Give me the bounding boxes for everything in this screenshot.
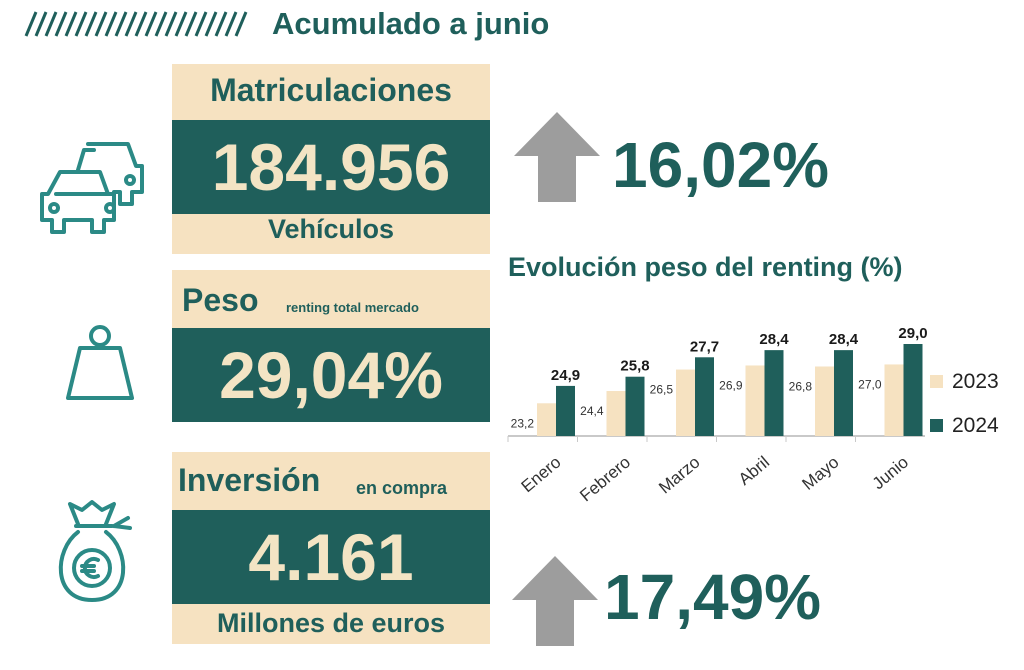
- inversion-label: Inversión: [178, 462, 321, 498]
- data-label-2023: 26,9: [719, 378, 743, 392]
- x-tick-label: Abril: [735, 453, 773, 489]
- peso-card: Peso renting total mercado 29,04%: [172, 270, 490, 422]
- matriculaciones-unit: Vehículos: [267, 214, 395, 244]
- x-tick-label: Mayo: [799, 453, 843, 494]
- peso-value: 29,04%: [172, 328, 490, 422]
- data-label-2024: 24,9: [551, 367, 580, 384]
- bar-2024: [695, 357, 714, 436]
- inversion-card: Inversión en compra 4.161 Millones de eu…: [172, 452, 490, 644]
- matriculaciones-value: 184.956: [172, 120, 490, 214]
- bar-2023: [606, 391, 626, 436]
- data-label-2024: 28,4: [829, 331, 859, 348]
- legend-swatch-2023: [930, 375, 943, 388]
- bar-2024: [625, 376, 645, 436]
- bar-2024: [556, 385, 575, 436]
- bar-2023: [815, 366, 834, 436]
- legend-label-2024: 2024: [952, 414, 999, 437]
- header-hatch-decoration: [24, 11, 248, 37]
- matriculaciones-change: 16,02%: [612, 129, 830, 201]
- matriculaciones-card: Matriculaciones 184.956 Vehículos: [172, 64, 490, 254]
- data-label-2023: 24,4: [580, 404, 604, 418]
- bar-2024: [764, 350, 784, 436]
- data-label-2023: 26,5: [650, 383, 674, 397]
- bar-2024: [834, 350, 853, 436]
- bar-2023: [537, 403, 556, 436]
- legend-swatch-2024: [930, 419, 943, 432]
- cars-icon: [40, 142, 144, 234]
- x-tick-label: Marzo: [655, 453, 703, 498]
- bar-2024: [903, 344, 923, 436]
- weight-icon: [66, 325, 134, 400]
- arrow-up-icon: [514, 112, 600, 202]
- data-label-2024: 27,7: [690, 338, 719, 355]
- bar-2023: [884, 364, 904, 436]
- data-label-2023: 23,2: [511, 416, 535, 430]
- legend-label-2023: 2023: [952, 370, 999, 393]
- bar-2023: [745, 365, 765, 436]
- inversion-value: 4.161: [172, 510, 490, 604]
- inversion-unit: Millones de euros: [216, 608, 446, 638]
- peso-sublabel: renting total mercado: [286, 300, 419, 315]
- chart-title: Evolución peso del renting (%): [508, 252, 903, 282]
- inversion-change: 17,49%: [604, 561, 822, 633]
- arrow-up-icon: [512, 556, 598, 646]
- data-label-2024: 25,8: [620, 358, 649, 375]
- x-tick-label: Febrero: [576, 453, 634, 506]
- data-label-2024: 29,0: [898, 325, 927, 342]
- page-title: Acumulado a junio: [272, 6, 550, 41]
- money-bag-euro-icon: [58, 500, 132, 602]
- peso-label: Peso: [182, 282, 259, 318]
- bar-chart: 23,2 24,9 Enero 24,4 25,8 Febrero 26,5 27,7 Marz…: [507, 325, 999, 506]
- data-label-2023: 27,0: [858, 377, 882, 391]
- x-tick-label: Junio: [869, 453, 912, 494]
- inversion-sublabel: en compra: [356, 478, 448, 498]
- matriculaciones-label: Matriculaciones: [210, 72, 452, 108]
- data-label-2024: 28,4: [759, 331, 789, 348]
- data-label-2023: 26,8: [789, 379, 813, 393]
- bar-2023: [676, 369, 695, 436]
- x-tick-label: Enero: [518, 453, 565, 497]
